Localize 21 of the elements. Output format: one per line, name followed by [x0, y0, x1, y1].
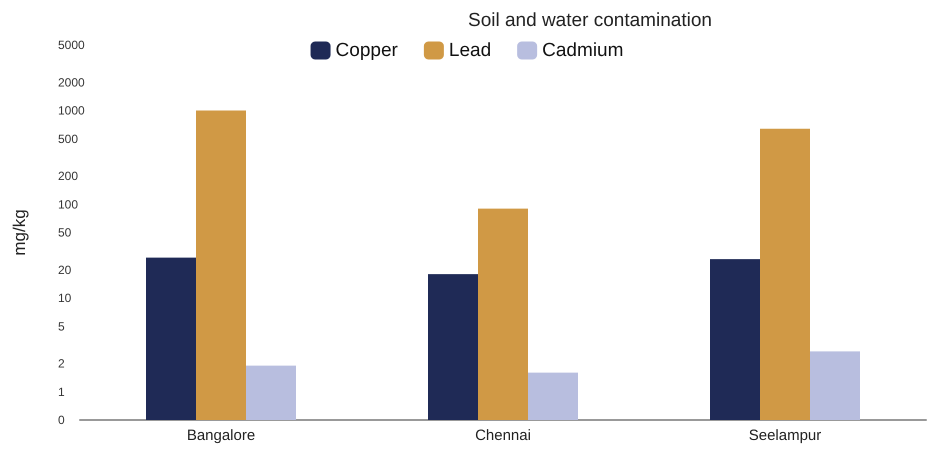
x-tick-label: Chennai [475, 427, 531, 444]
y-tick-label: 2 [58, 356, 65, 371]
y-tick-label: 5 [58, 319, 65, 334]
x-tick-label: Bangalore [186, 427, 256, 444]
legend-label: Lead [448, 40, 492, 61]
y-tick-label: 5000 [58, 38, 86, 52]
y-tick-label: 500 [58, 132, 78, 146]
y-tick-label: 1000 [58, 104, 86, 118]
y-tick-label: 2000 [58, 75, 86, 90]
legend-label: Copper [336, 40, 399, 61]
y-tick-label: 0 [58, 413, 65, 427]
x-tick-label: Seelampur [748, 427, 822, 444]
y-tick-label: 50 [58, 226, 72, 240]
chart-title: Soil and water contamination [468, 10, 712, 31]
legend-label: Cadmium [542, 40, 624, 61]
y-tick-label: 20 [58, 262, 72, 277]
y-tick-label: 1 [58, 384, 65, 399]
y-axis-title: mg/kg [10, 209, 29, 256]
y-tick-label: 100 [58, 197, 78, 212]
y-tick-label: 200 [58, 169, 78, 184]
y-tick-label: 10 [58, 291, 72, 306]
